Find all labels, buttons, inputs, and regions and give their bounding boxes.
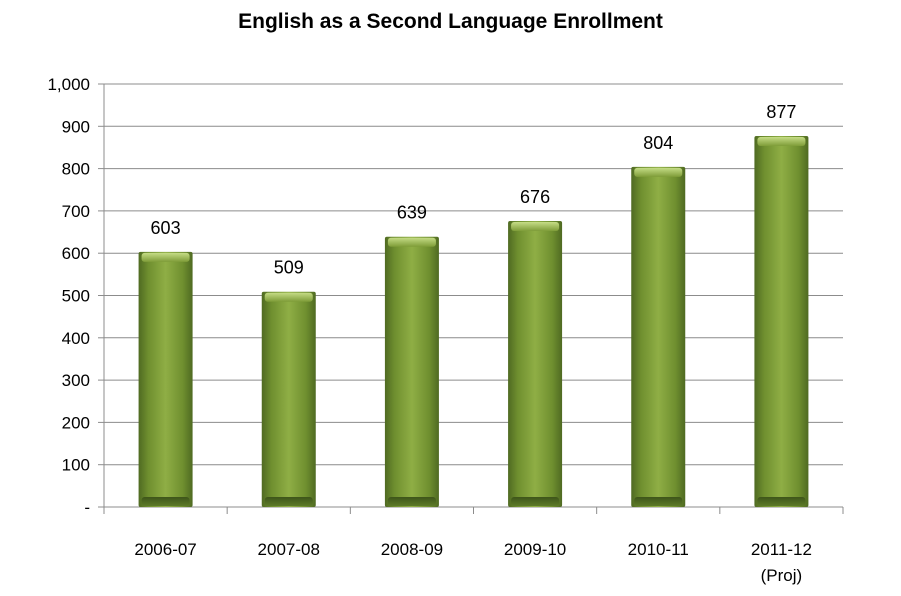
bar-body	[631, 166, 686, 507]
y-tick-label: 1,000	[47, 75, 90, 94]
x-tick-label: 2010-11	[628, 540, 689, 559]
bar-base	[511, 497, 560, 506]
bar-cap	[511, 222, 560, 232]
bar-cap	[757, 137, 806, 147]
bar-base	[387, 497, 436, 506]
x-tick-label: 2007-08	[258, 540, 320, 559]
bar-body	[138, 251, 193, 507]
data-label: 877	[766, 102, 796, 122]
bar-body	[261, 291, 316, 507]
bar-body	[508, 221, 563, 507]
axes	[98, 83, 844, 514]
y-tick-label: 200	[62, 413, 90, 432]
bars	[138, 136, 809, 508]
x-tick-label: 2008-09	[381, 540, 443, 559]
bar-body	[384, 236, 439, 507]
chart-title: English as a Second Language Enrollment	[238, 10, 663, 33]
bar	[754, 136, 809, 508]
y-tick-label: -	[84, 498, 90, 517]
y-tick-label: 800	[62, 160, 90, 179]
y-tick-label: 600	[62, 244, 90, 263]
bar-body	[754, 136, 809, 508]
bar	[138, 251, 193, 507]
y-tick-label: 100	[62, 456, 90, 475]
bar-base	[757, 497, 806, 506]
bar	[631, 166, 686, 507]
bar-cap	[141, 252, 190, 262]
bar-base	[141, 497, 190, 506]
bar	[261, 291, 316, 507]
data-label: 509	[274, 258, 304, 278]
y-tick-label: 400	[62, 329, 90, 348]
y-tick-label: 300	[62, 371, 90, 390]
data-label: 639	[397, 203, 427, 223]
bar-cap	[264, 292, 313, 302]
x-tick-label: 2006-07	[134, 540, 196, 559]
labels: - 100 200 300 400 500 600 700 800 900 1,000 603 2006…	[47, 75, 812, 585]
bar-base	[634, 497, 683, 506]
bar-cap	[387, 237, 436, 247]
x-tick-label: 2009-10	[504, 540, 566, 559]
data-label: 676	[520, 187, 550, 207]
data-label: 603	[151, 218, 181, 238]
bar-cap	[634, 167, 683, 177]
bar-base	[264, 497, 313, 506]
gridlines	[104, 83, 843, 466]
data-label: 804	[643, 133, 673, 153]
x-tick-label: (Proj)	[761, 566, 803, 585]
bar	[508, 221, 563, 507]
bar	[384, 236, 439, 507]
y-tick-label: 700	[62, 202, 90, 221]
y-tick-label: 500	[62, 287, 90, 306]
x-tick-label: 2011-12	[751, 540, 812, 559]
y-tick-label: 900	[62, 117, 90, 136]
